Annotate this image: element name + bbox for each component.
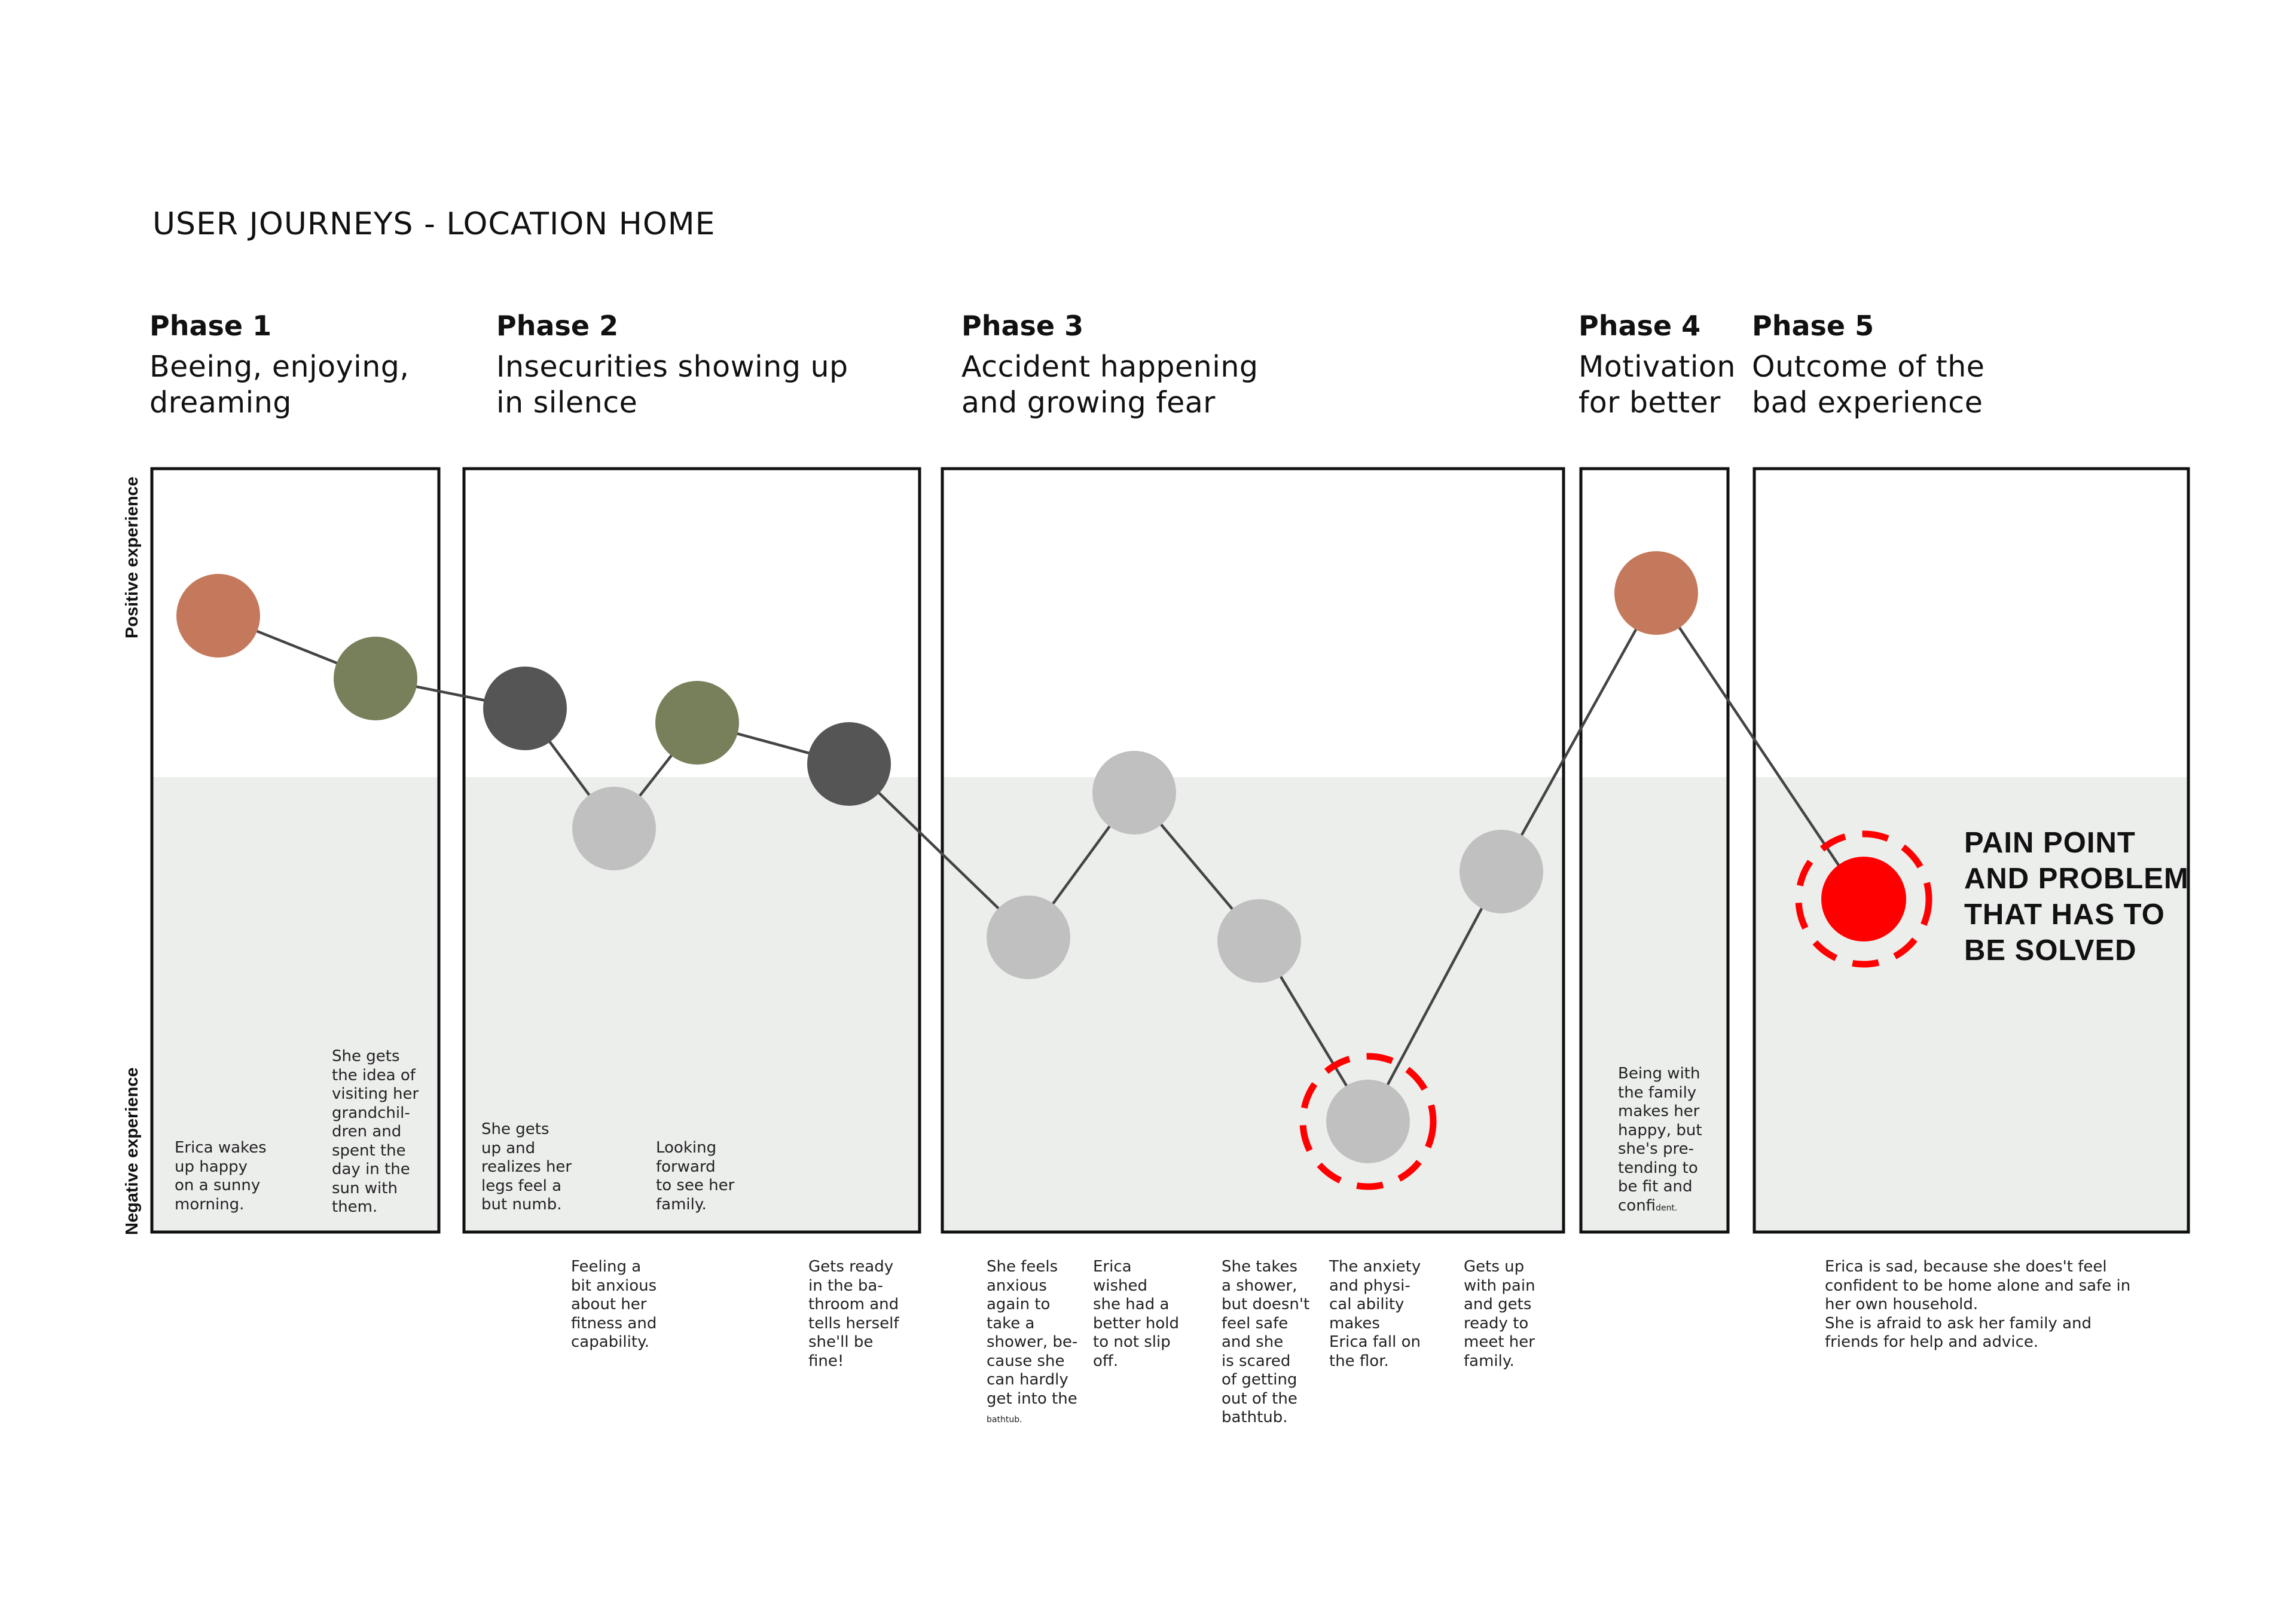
phase-5-frame [1752, 467, 2190, 1234]
axis-negative-label: Negative experience [123, 1067, 142, 1235]
negative-zone-phase-2-left [464, 777, 920, 1232]
node-wake-up-happy [176, 574, 260, 658]
node-wished-better-hold [1092, 751, 1176, 835]
step-note-2: She gets the idea of visiting her grandc… [332, 1047, 419, 1216]
node-anxious-fitness [572, 787, 656, 870]
node-pain-point [1821, 857, 1906, 942]
node-see-family [655, 681, 739, 765]
phase-2-label: Phase 2 [496, 310, 619, 342]
step-note-12-tail: dent. [1656, 1203, 1678, 1213]
node-visiting-grandchildren [334, 637, 417, 720]
node-fall [1326, 1080, 1410, 1163]
phase-frames [150, 467, 2190, 1234]
step-note-4: Feeling a bit anxious about her fitness … [571, 1258, 657, 1351]
phase-1-header: Phase 1 Beeing, enjoying, dreaming [149, 310, 409, 421]
step-note-9: She takes a shower, but doesn't feel saf… [1222, 1258, 1310, 1426]
phase-4-header: Phase 4 Motivation for better [1578, 310, 1736, 421]
phase-3-header: Phase 3 Accident happening and growing f… [961, 310, 1259, 421]
phase-5-label: Phase 5 [1752, 310, 1874, 342]
page-title: USER JOURNEYS - LOCATION HOME [152, 206, 716, 242]
negative-zone [152, 777, 2188, 1232]
phase-2-header: Phase 2 Insecurities showing up in silen… [496, 310, 848, 421]
phase-2-description: Insecurities showing up in silence [496, 350, 848, 420]
step-note-8: Erica wished she had a better hold to no… [1093, 1258, 1179, 1370]
step-note-10: The anxiety and physi- cal ability makes… [1329, 1258, 1421, 1370]
phase-4-frame [1579, 467, 1730, 1234]
accident-highlight-ring [1299, 1053, 1437, 1190]
axis-positive-label: Positive experience [123, 476, 142, 638]
phase-2-frame [462, 467, 921, 1234]
node-gets-up-pain [1460, 830, 1543, 913]
node-takes-shower [1217, 899, 1301, 983]
node-gets-ready-bathroom [807, 722, 891, 806]
step-note-1: Erica wakes up happy on a sunny morning. [175, 1139, 267, 1214]
step-note-11: Gets up with pain and gets ready to meet… [1464, 1258, 1535, 1370]
step-note-3: She gets up and realizes her legs feel a… [481, 1120, 572, 1214]
step-note-6: Gets ready in the ba- throom and tells h… [808, 1258, 899, 1370]
step-note-7: She feels anxious again to take a shower… [987, 1258, 1077, 1430]
step-note-13: Erica is sad, because she does't feel co… [1825, 1258, 2131, 1351]
phase-5-header: Phase 5 Outcome of the bad experience [1752, 310, 1984, 421]
negative-zone-phase-1 [152, 777, 439, 1232]
phase-1-label: Phase 1 [149, 310, 272, 342]
step-note-12-text: Being with the family makes her happy, b… [1618, 1065, 1702, 1215]
phase-4-description: Motivation for better [1578, 350, 1736, 420]
phase-3-frame [941, 467, 1565, 1234]
phase-1-frame [150, 467, 441, 1234]
journey-nodes [176, 551, 1906, 1163]
step-note-7-text: She feels anxious again to take a shower… [987, 1258, 1078, 1408]
phase-5-description: Outcome of the bad experience [1752, 350, 1985, 420]
pain-point-ring [1795, 830, 1932, 968]
phase-4-label: Phase 4 [1578, 310, 1701, 342]
step-note-7-tail: bathtub. [987, 1415, 1022, 1425]
node-anxious-shower [987, 895, 1070, 979]
node-with-family [1614, 551, 1698, 635]
pain-point-label: PAIN POINT AND PROBLEM THAT HAS TO BE SO… [1964, 827, 2189, 967]
phase-1-description: Beeing, enjoying, dreaming [149, 350, 410, 420]
step-note-12: Being with the family makes her happy, b… [1618, 1065, 1702, 1218]
step-note-5: Looking forward to see her family. [656, 1139, 735, 1214]
negative-zone-phase-5 [1754, 777, 2188, 1232]
node-legs-numb [483, 667, 567, 750]
phase-3-description: Accident happening and growing fear [961, 350, 1259, 420]
phase-3-label: Phase 3 [961, 310, 1084, 342]
negative-zone-phase-3 [942, 777, 1564, 1232]
negative-zone-phase-4 [1581, 777, 1728, 1232]
